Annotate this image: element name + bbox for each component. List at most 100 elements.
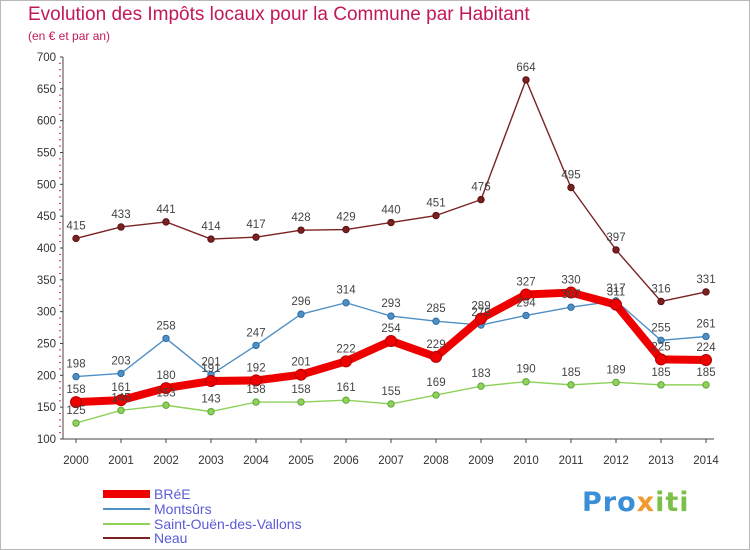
data-point-br-e	[520, 288, 532, 301]
data-point-neau	[387, 218, 395, 227]
data-label: 255	[651, 322, 670, 334]
data-label: 247	[246, 327, 265, 339]
data-point-br-e	[205, 375, 217, 388]
data-label: 192	[246, 362, 265, 374]
data-point-monts-rs	[387, 312, 395, 320]
data-point-neau	[207, 235, 215, 243]
data-point-monts-rs	[297, 310, 305, 318]
data-label: 222	[336, 343, 355, 355]
data-point-saint-ou-n-des-vallons	[702, 381, 710, 389]
data-point-br-e	[385, 334, 397, 347]
data-point-saint-ou-n-des-vallons	[342, 396, 350, 404]
data-point-neau	[432, 211, 440, 220]
data-point-neau	[477, 195, 485, 204]
data-point-saint-ou-n-des-vallons	[432, 391, 440, 399]
x-tick-label: 2006	[333, 455, 359, 467]
y-tick-label: 200	[37, 370, 56, 382]
data-label: 191	[201, 363, 220, 375]
data-label: 229	[426, 339, 445, 351]
y-tick-label: 550	[37, 147, 56, 159]
data-point-monts-rs	[72, 372, 80, 381]
data-point-neau	[342, 225, 350, 234]
data-label: 664	[516, 62, 536, 74]
data-label: 145	[111, 392, 130, 404]
data-point-br-e	[160, 382, 172, 395]
data-labels: 125 145 153 143 158 158 161 155 169 183 190 185 189 1…	[66, 62, 716, 417]
x-tick-label: 2013	[648, 455, 674, 467]
x-tick-label: 2003	[198, 455, 224, 467]
data-label: 180	[156, 370, 175, 382]
x-tick-label: 2001	[108, 455, 134, 467]
y-tick-label: 300	[37, 307, 56, 319]
data-label: 279	[471, 307, 490, 319]
data-label: 476	[471, 182, 490, 194]
data-point-saint-ou-n-des-vallons	[117, 406, 125, 415]
y-tick-label: 350	[37, 275, 56, 287]
data-point-monts-rs	[162, 334, 170, 343]
x-tick-label: 2010	[513, 455, 539, 467]
x-tick-label: 2012	[603, 455, 629, 467]
data-label: 254	[381, 323, 401, 335]
data-label: 158	[246, 384, 265, 396]
data-point-neau	[702, 288, 710, 296]
series-lines	[70, 76, 712, 427]
data-point-br-e	[700, 354, 712, 367]
data-label: 161	[111, 382, 130, 394]
data-label: 296	[291, 296, 310, 308]
data-label: 161	[336, 382, 355, 394]
x-tick-label: 2009	[468, 455, 494, 467]
data-label: 429	[336, 212, 355, 224]
data-label: 185	[651, 367, 670, 379]
data-point-br-e	[655, 353, 667, 366]
y-tick-label: 100	[37, 434, 56, 446]
x-tick-label: 2007	[378, 455, 404, 467]
y-tick-label: 450	[37, 211, 56, 223]
data-label: 185	[696, 367, 715, 379]
data-label: 293	[381, 298, 400, 310]
data-label: 169	[426, 377, 445, 389]
data-point-monts-rs	[432, 317, 440, 325]
data-label: 441	[156, 204, 175, 216]
data-label: 311	[607, 287, 625, 299]
data-label: 316	[651, 283, 670, 295]
data-point-saint-ou-n-des-vallons	[162, 401, 170, 409]
y-tick-label: 400	[37, 243, 56, 255]
data-point-monts-rs	[342, 299, 350, 307]
data-point-br-e	[295, 368, 307, 381]
data-label: 317	[606, 283, 625, 295]
data-label: 331	[696, 274, 715, 286]
data-point-neau	[612, 246, 620, 254]
data-label: 307	[561, 289, 580, 301]
data-label: 433	[111, 209, 130, 221]
data-point-saint-ou-n-des-vallons	[387, 400, 395, 408]
data-label: 330	[561, 275, 580, 287]
x-tick-label: 2014	[693, 455, 719, 467]
data-point-neau	[117, 223, 125, 231]
data-label: 201	[291, 357, 310, 369]
data-point-saint-ou-n-des-vallons	[522, 377, 530, 386]
data-label: 143	[201, 394, 220, 406]
data-label: 203	[111, 355, 130, 367]
data-point-neau	[297, 226, 305, 234]
data-label: 183	[471, 368, 490, 380]
data-label: 158	[66, 384, 85, 396]
series-line-neau	[75, 79, 707, 303]
data-point-neau	[657, 297, 665, 306]
data-point-monts-rs	[702, 332, 710, 341]
legend-label: Montsûrs	[154, 501, 212, 517]
y-tick-label: 150	[37, 402, 56, 414]
legend-label: BRéE	[154, 486, 191, 502]
x-tick-label: 2000	[63, 455, 89, 467]
x-tick-label: 2008	[423, 455, 449, 467]
data-point-monts-rs	[117, 369, 125, 378]
data-point-saint-ou-n-des-vallons	[207, 407, 215, 416]
data-label: 153	[156, 387, 175, 399]
x-tick-label: 2011	[559, 455, 584, 467]
data-label: 294	[516, 297, 536, 309]
data-point-br-e	[475, 312, 487, 325]
data-point-saint-ou-n-des-vallons	[297, 398, 305, 406]
y-tick-label: 700	[37, 52, 56, 64]
data-label: 414	[201, 221, 221, 233]
data-label: 198	[66, 359, 85, 371]
